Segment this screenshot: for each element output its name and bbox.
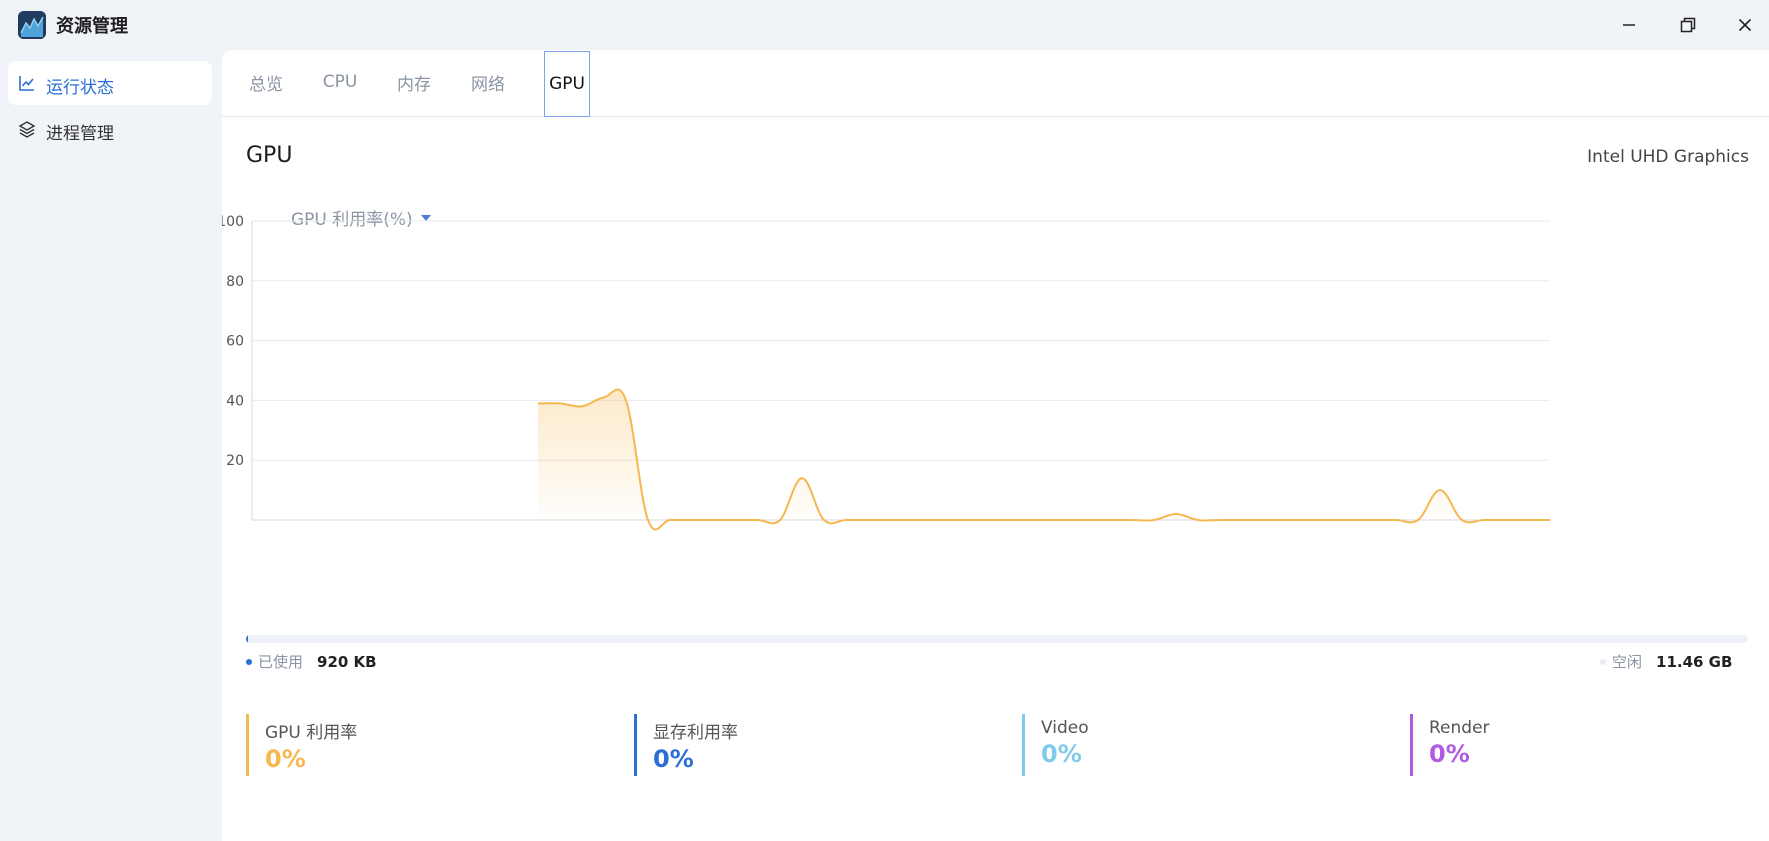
app-logo-icon — [18, 11, 46, 39]
stat-value: 0% — [653, 745, 694, 773]
y-tick-label: 40 — [226, 393, 244, 409]
minimize-icon — [1623, 24, 1635, 26]
metric-dropdown-label: GPU 利用率(%) — [291, 210, 413, 230]
used-dot — [246, 658, 252, 665]
app-title: 资源管理 — [56, 16, 128, 37]
y-tick-label: 60 — [226, 334, 244, 350]
memory-usage-bar — [246, 635, 1748, 643]
title-bar: 资源管理 — [0, 0, 1769, 50]
free-dot — [1600, 658, 1606, 665]
stat-value: 0% — [1041, 740, 1082, 768]
memory-usage-fill — [246, 635, 248, 643]
main-panel: 总览 CPU 内存 网络 GPU GPU Intel UHD Graphics … — [222, 50, 1769, 841]
stat-value: 0% — [265, 745, 306, 773]
tab-overview[interactable]: 总览 — [249, 74, 283, 95]
caret-down-icon — [420, 214, 431, 221]
sidebar-item-status[interactable]: 运行状态 — [8, 61, 212, 105]
metric-dropdown[interactable]: GPU 利用率(%) — [291, 205, 431, 230]
stat-value: 0% — [1429, 740, 1470, 768]
layers-icon — [18, 120, 36, 138]
minimize-button[interactable] — [1611, 8, 1647, 42]
memory-free-label: 空闲 — [1612, 653, 1643, 671]
series-area — [538, 389, 1550, 530]
stat-name: 显存利用率 — [653, 723, 738, 743]
tab-gpu[interactable]: GPU — [544, 51, 590, 117]
sidebar-item-label: 进程管理 — [46, 124, 114, 144]
stat-render: Render 0% — [1410, 714, 1750, 776]
gpu-usage-chart: 100 80 60 40 20 — [222, 214, 1550, 531]
tab-network[interactable]: 网络 — [471, 74, 505, 95]
stat-video: Video 0% — [1022, 714, 1362, 776]
memory-used-value: 920 KB — [317, 652, 377, 671]
close-icon — [1738, 18, 1752, 32]
tab-cpu[interactable]: CPU — [322, 72, 358, 92]
y-tick-label: 80 — [226, 274, 244, 290]
line-chart-icon — [18, 74, 36, 92]
stat-gpu-usage: GPU 利用率 0% — [246, 714, 586, 776]
sidebar-item-processes[interactable]: 进程管理 — [8, 107, 212, 151]
tab-memory[interactable]: 内存 — [397, 74, 431, 95]
y-tick-label: 100 — [222, 214, 244, 230]
tab-bar: 总览 CPU 内存 网络 GPU — [222, 50, 1769, 117]
stat-vram-usage: 显存利用率 0% — [634, 714, 974, 776]
memory-free-legend: 空闲 11.46 GB — [1600, 651, 1732, 672]
stat-name: Render — [1429, 718, 1490, 738]
restore-icon — [1680, 17, 1696, 33]
memory-used-legend: 已使用 920 KB — [246, 651, 377, 672]
sidebar-item-label: 运行状态 — [46, 78, 114, 98]
close-button[interactable] — [1727, 8, 1763, 42]
stat-name: Video — [1041, 718, 1089, 738]
series-line — [537, 388, 1550, 531]
memory-free-value: 11.46 GB — [1656, 652, 1733, 671]
sidebar: 运行状态 进程管理 — [0, 50, 222, 841]
y-tick-label: 20 — [226, 453, 244, 469]
restore-button[interactable] — [1670, 8, 1706, 42]
memory-used-label: 已使用 — [258, 653, 304, 671]
stat-name: GPU 利用率 — [265, 723, 358, 743]
section-title: GPU — [246, 143, 293, 168]
gpu-device-name: Intel UHD Graphics — [1587, 147, 1749, 167]
